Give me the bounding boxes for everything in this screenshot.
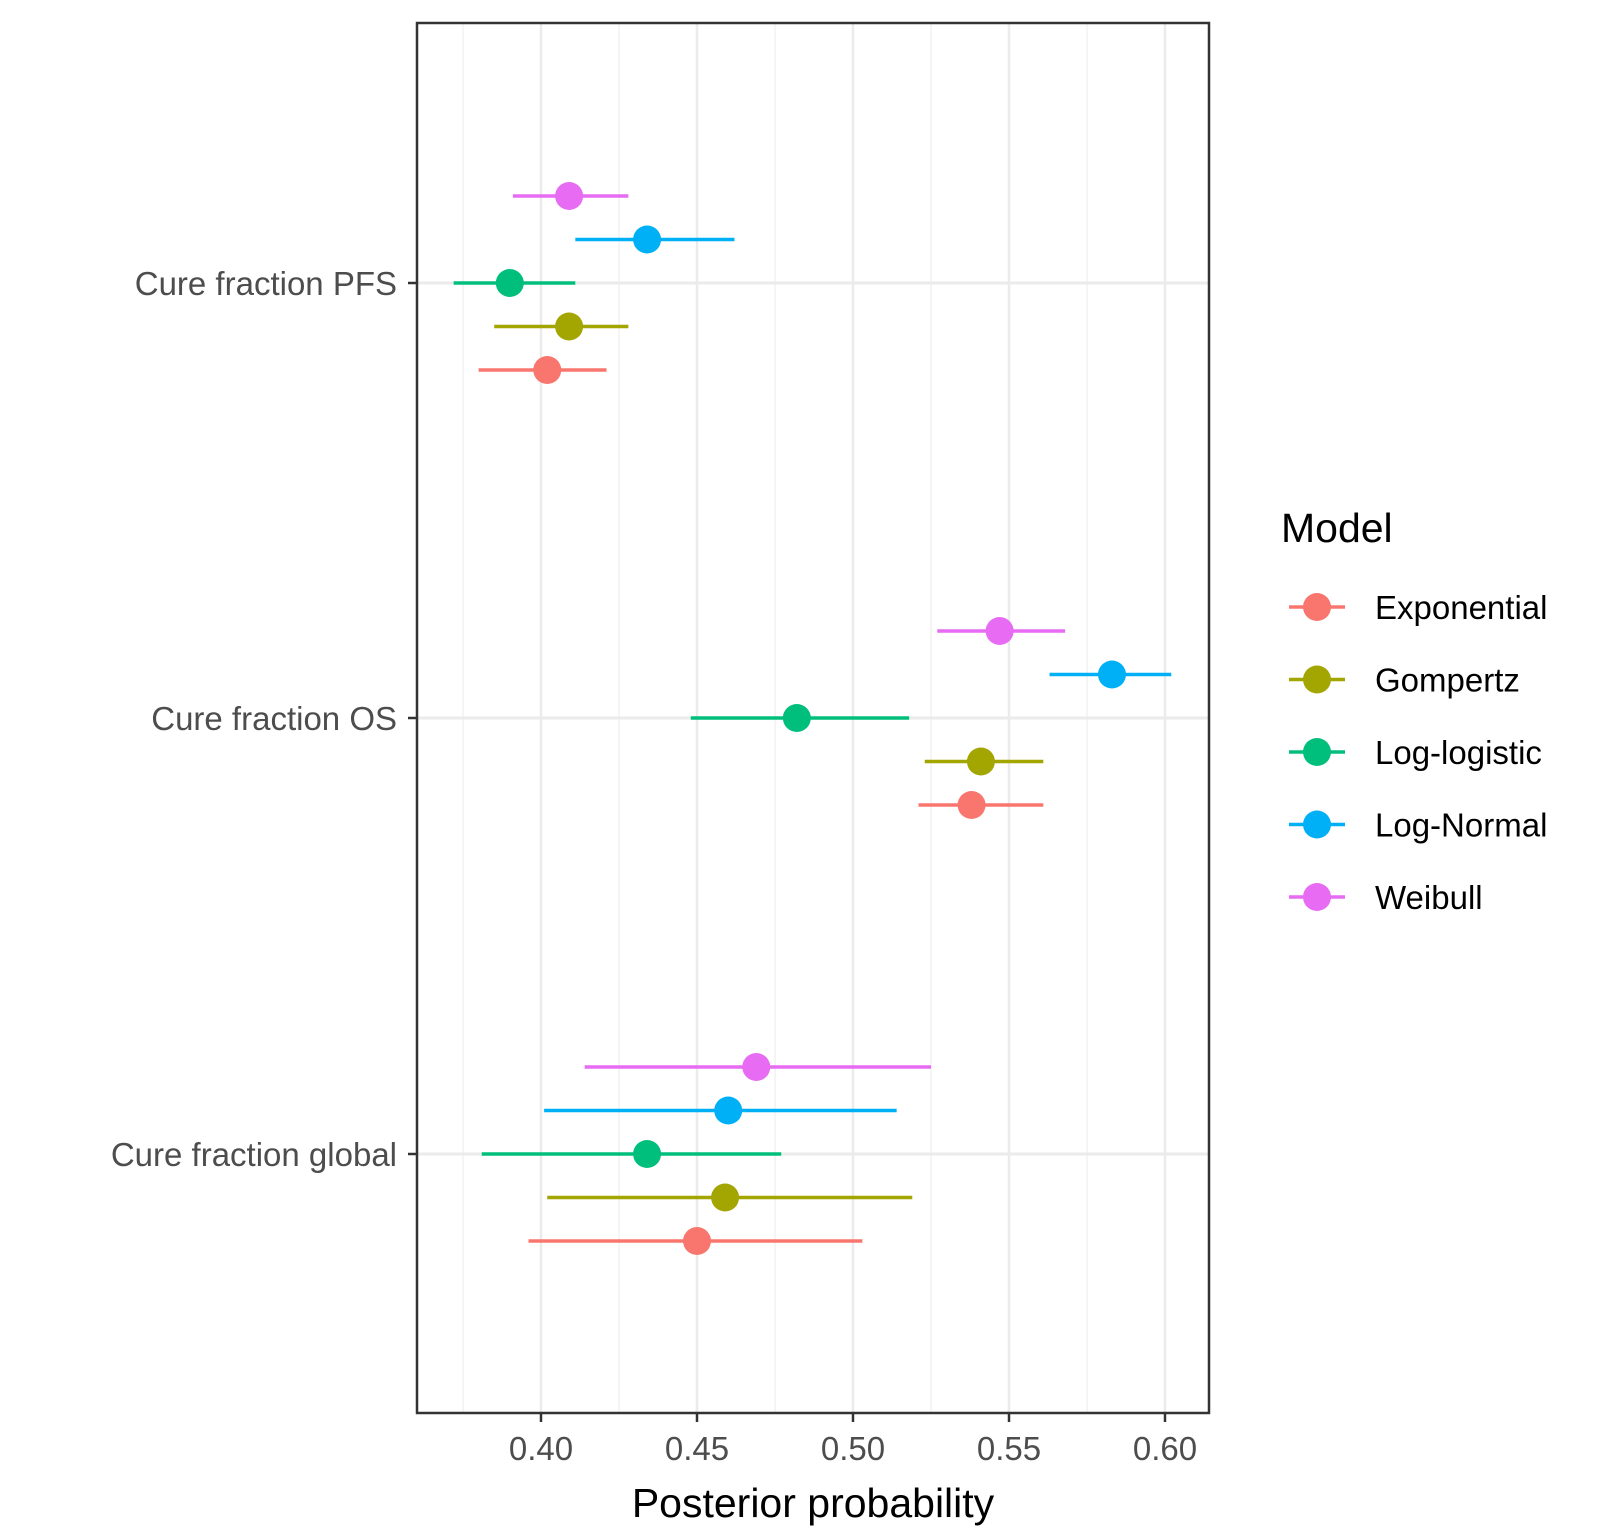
x-tick-label: 0.55 [977, 1430, 1041, 1467]
x-tick-label: 0.60 [1133, 1430, 1197, 1467]
legend-key-point [1303, 665, 1331, 694]
estimate-point [495, 269, 524, 297]
estimate-point [633, 225, 662, 254]
estimate-point [633, 1140, 662, 1168]
estimate-point [555, 182, 584, 210]
legend-item: Log-logistic [1289, 734, 1542, 771]
estimate-point [683, 1227, 711, 1255]
legend-key-point [1303, 593, 1331, 621]
legend-item: Gompertz [1289, 662, 1520, 699]
estimate-point [782, 704, 811, 732]
data-marks [453, 182, 1172, 1255]
legend-key-point [1303, 738, 1331, 766]
x-axis-title: Posterior probability [632, 1480, 995, 1526]
axes: 0.40 0.45 0.50 0.55 0.60 Cure fraction PFS Cur… [111, 265, 1197, 1467]
x-tick-label: 0.45 [665, 1430, 729, 1467]
y-category-label: Cure fraction global [111, 1136, 397, 1173]
x-tick-label: 0.40 [509, 1430, 573, 1467]
estimate-point [555, 312, 584, 341]
legend-item: Exponential [1289, 589, 1547, 626]
estimate-point [1097, 660, 1126, 689]
legend-key-point [1303, 810, 1331, 839]
legend: Model Exponential Gompertz Log-logistic Log… [1281, 505, 1547, 916]
legend-label: Log-logistic [1375, 734, 1542, 771]
y-category-label: Cure fraction OS [151, 700, 397, 737]
legend-item: Weibull [1289, 879, 1483, 916]
legend-label: Exponential [1375, 589, 1547, 626]
estimate-point [957, 791, 986, 819]
legend-label: Gompertz [1375, 662, 1520, 699]
estimate-point [714, 1096, 743, 1125]
legend-label: Weibull [1375, 879, 1483, 916]
legend-label: Log-Normal [1375, 807, 1547, 844]
estimate-point [966, 747, 995, 776]
estimate-point [533, 356, 562, 384]
estimate-point [985, 617, 1014, 645]
y-category-label: Cure fraction PFS [135, 265, 397, 302]
legend-title: Model [1281, 505, 1393, 551]
estimate-point [711, 1183, 740, 1212]
estimate-point [742, 1053, 771, 1081]
legend-key-point [1303, 883, 1331, 911]
legend-item: Log-Normal [1289, 807, 1547, 844]
x-tick-label: 0.50 [821, 1430, 885, 1467]
